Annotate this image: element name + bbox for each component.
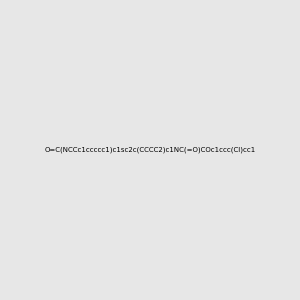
Text: O=C(NCCc1ccccc1)c1sc2c(CCCC2)c1NC(=O)COc1ccc(Cl)cc1: O=C(NCCc1ccccc1)c1sc2c(CCCC2)c1NC(=O)COc… — [44, 147, 256, 153]
